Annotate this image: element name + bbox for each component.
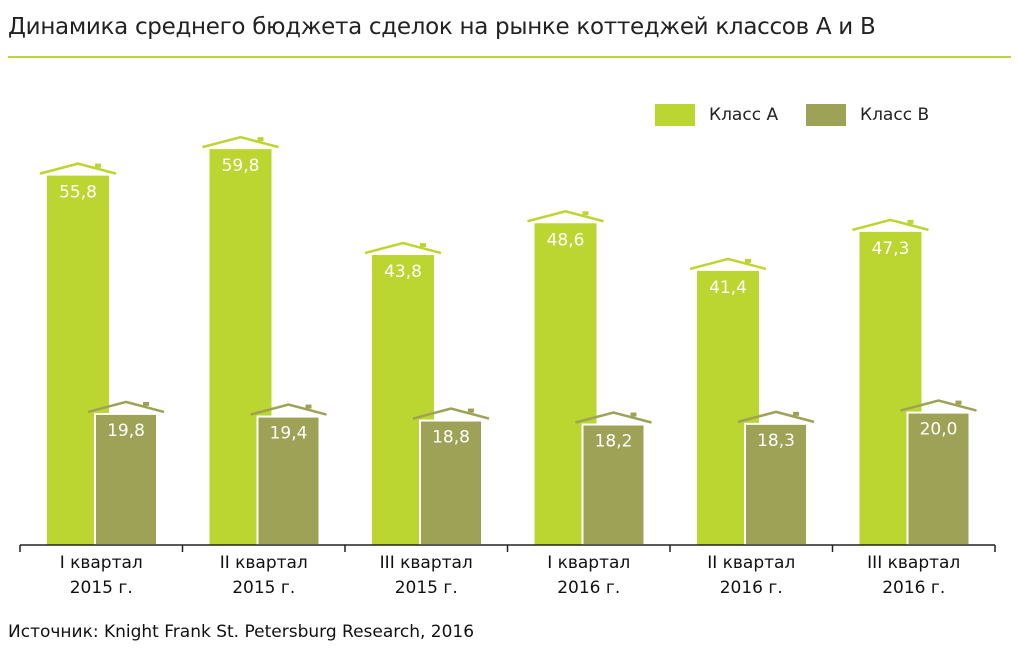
legend-swatch-b	[806, 104, 846, 126]
class-b-0-bar	[94, 412, 158, 547]
x-tick-label: 2016 г.	[557, 578, 620, 598]
class-a-3-data-label: 48,6	[547, 230, 585, 250]
class-a-0-data-label: 55,8	[59, 183, 97, 203]
class-b-4-chimney	[793, 411, 799, 416]
class-b-5-chimney	[955, 400, 962, 405]
class-b-1-data-label: 19,4	[270, 424, 308, 444]
class-a-3-roof	[527, 209, 604, 223]
class-b-2-data-label: 18,8	[432, 428, 470, 448]
x-tick-label: I квартал	[547, 553, 630, 573]
chart-title: Динамика среднего бюджета сделок на рынк…	[8, 14, 876, 40]
class-b-0-chimney	[143, 401, 149, 406]
legend-item-class-a: Класс А	[655, 104, 778, 126]
x-tick-label: 2015 г.	[70, 578, 133, 598]
x-tick-label: III квартал	[380, 553, 473, 573]
class-a-5-roof	[852, 218, 929, 232]
class-b-5-data-label: 20,0	[920, 420, 958, 440]
title-underline	[8, 56, 1011, 58]
class-a-1-chimney	[257, 137, 264, 142]
x-tick-label: II квартал	[220, 553, 308, 573]
class-a-1-data-label: 59,8	[222, 156, 260, 176]
x-tick-label: 2015 г.	[395, 578, 458, 598]
class-b-2-bar	[419, 419, 483, 547]
x-tick-label: I квартал	[60, 553, 143, 573]
legend-item-class-b: Класс В	[806, 104, 929, 126]
class-b-4-data-label: 18,3	[757, 431, 795, 451]
legend-swatch-a	[655, 104, 695, 126]
class-a-2-roof	[364, 241, 442, 255]
legend-label-a: Класс А	[709, 105, 779, 125]
x-tick-label: 2016 г.	[882, 578, 945, 598]
class-a-4-data-label: 41,4	[709, 278, 747, 298]
class-a-4-roof	[689, 257, 767, 271]
class-b-4-roof	[737, 410, 815, 424]
class-b-3-bar	[581, 423, 646, 546]
x-tick-label: III квартал	[867, 553, 960, 573]
class-b-5-roof	[900, 399, 977, 412]
class-a-0-roof	[39, 162, 117, 175]
class-b-2-chimney	[468, 408, 474, 413]
legend-label-b: Класс В	[860, 105, 930, 125]
class-a-0-chimney	[95, 163, 101, 168]
class-b-3-data-label: 18,2	[595, 432, 633, 452]
x-tick-label: 2015 г.	[232, 578, 295, 598]
class-a-3-chimney	[582, 211, 589, 216]
class-a-1-roof	[202, 135, 279, 149]
class-b-0-roof	[87, 400, 165, 414]
class-b-1-bar	[256, 415, 321, 546]
source-note: Источник: Knight Frank St. Petersburg Re…	[8, 622, 475, 642]
class-a-5-data-label: 47,3	[872, 239, 910, 259]
class-b-0-data-label: 19,8	[107, 421, 145, 441]
class-a-2-data-label: 43,8	[384, 262, 422, 282]
class-b-3-roof	[575, 411, 652, 424]
class-b-2-roof	[412, 407, 490, 420]
x-tick-label: 2016 г.	[720, 578, 783, 598]
class-b-1-roof	[250, 403, 327, 416]
class-b-3-chimney	[630, 412, 637, 417]
class-a-5-chimney	[907, 219, 914, 224]
class-a-2-chimney	[420, 243, 426, 248]
class-b-1-chimney	[305, 404, 312, 409]
class-a-4-chimney	[745, 258, 751, 263]
x-tick-label: II квартал	[707, 553, 795, 573]
class-b-4-bar	[744, 422, 808, 547]
